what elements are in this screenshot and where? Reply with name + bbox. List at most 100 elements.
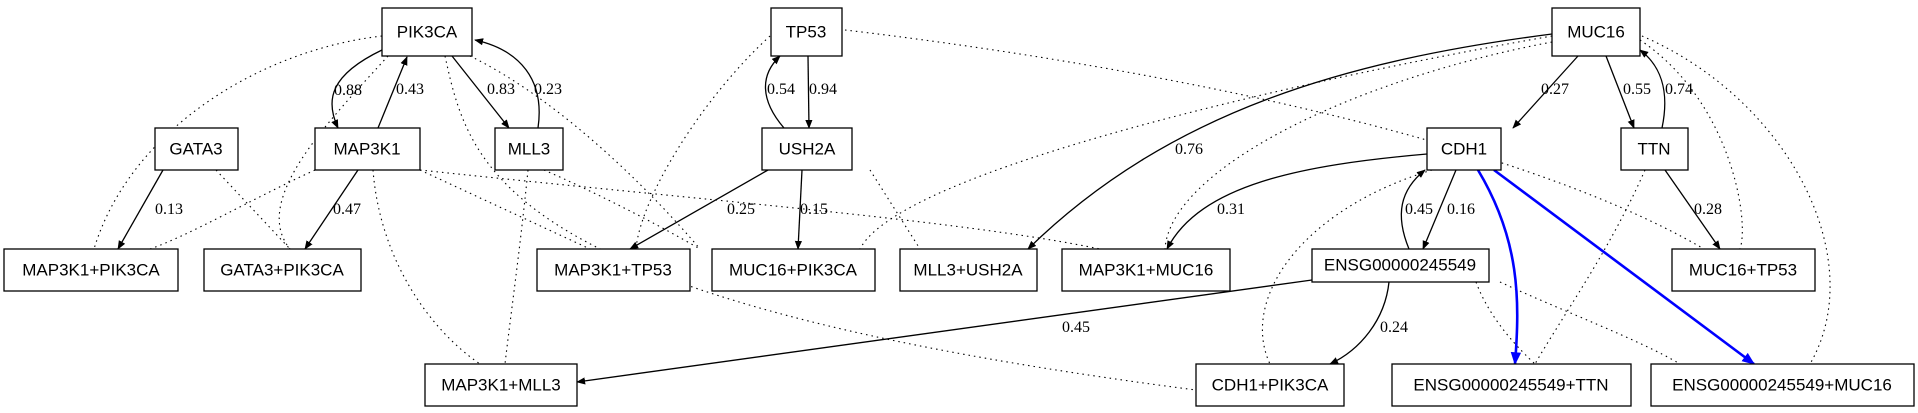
node-mll3-ush2a[interactable]: MLL3+USH2A [899,248,1038,292]
edge-cdh1-ensgttn [1476,169,1522,366]
node-label: MLL3 [508,140,551,159]
node-label: ENSG00000245549+TTN [1413,376,1608,395]
node-label: TTN [1637,140,1670,159]
edge-label: 0.31 [1217,201,1245,218]
edge-label: 0.74 [1665,81,1693,98]
dotted-edge [93,35,383,250]
edge-ush2a-map3k1tp53 [629,169,769,250]
node-muc16-pik3ca[interactable]: MUC16+PIK3CA [711,248,876,292]
dotted-edge [215,169,291,250]
dotted-edge [543,169,701,250]
edge-label: 0.16 [1447,201,1475,218]
dotted-edge [1164,41,1553,250]
node-cdh1[interactable]: CDH1 [1426,127,1502,171]
dotted-edge [1534,169,1646,365]
edge-label: 0.88 [334,82,362,99]
dotted-edge [859,35,1553,250]
edge-pik3ca-mll3 [451,55,510,129]
edge-ush2a-muc16pik3ca [794,169,803,250]
edge-label: 0.76 [1175,141,1203,158]
node-label: MAP3K1+TP53 [554,261,672,280]
edge-label: 0.83 [487,81,515,98]
directed-edges [117,33,1756,385]
node-map3k1-tp53[interactable]: MAP3K1+TP53 [536,248,691,292]
edge-cdh1-map3k1muc16 [1166,153,1428,250]
node-map3k1[interactable]: MAP3K1 [314,127,421,171]
node-map3k1-muc16[interactable]: MAP3K1+MUC16 [1061,248,1231,292]
edge-label: 0.94 [809,81,837,98]
edge-ttn-muc16tp53 [1664,169,1721,250]
node-mll3[interactable]: MLL3 [494,127,564,171]
edge-tp53-ush2a [805,55,813,129]
node-pik3ca[interactable]: PIK3CA [381,7,473,57]
node-label: MUC16+TP53 [1689,261,1797,280]
edge-map3k1-gata3pik3ca [304,169,359,250]
node-map3k1-mll3[interactable]: MAP3K1+MLL3 [424,363,578,407]
edge-cdh1-ensg [1422,169,1457,250]
dotted-edge [278,55,389,250]
dotted-edge [1261,169,1433,365]
edge-mll3-pik3ca [474,38,540,129]
node-label: MAP3K1+PIK3CA [22,261,160,280]
node-ensg-muc16[interactable]: ENSG00000245549+MUC16 [1650,363,1915,407]
dotted-edge [869,169,921,250]
edge-ttn-muc16 [1639,49,1666,129]
edge-label: 0.13 [155,201,183,218]
edge-pik3ca-map3k1 [331,49,383,129]
edge-label: 0.55 [1623,81,1651,98]
edge-labels: 0.88 0.43 0.83 0.23 0.54 0.94 0.27 0.55 … [155,81,1722,336]
node-map3k1-pik3ca[interactable]: MAP3K1+PIK3CA [3,248,179,292]
node-label: MUC16 [1567,23,1625,42]
node-label: GATA3+PIK3CA [220,261,344,280]
dotted-edge [1475,281,1536,365]
edge-ensg-cdh1pik3ca [1329,281,1390,365]
edge-label: 0.15 [800,201,828,218]
node-label: MAP3K1+MUC16 [1079,261,1214,280]
edge-label: 0.45 [1405,201,1433,218]
node-gata3[interactable]: GATA3 [154,127,239,171]
node-label: MUC16+PIK3CA [729,261,858,280]
node-label: ENSG00000245549+MUC16 [1672,376,1892,395]
node-label: GATA3 [169,140,222,159]
edge-label: 0.23 [534,81,562,98]
dotted-edges [93,29,1831,391]
edge-ush2a-tp53 [764,55,785,129]
dotted-edge [844,29,1705,250]
edge-label: 0.43 [396,81,424,98]
dotted-edge [419,169,1101,250]
node-cdh1-pik3ca[interactable]: CDH1+PIK3CA [1195,363,1345,407]
node-ensg[interactable]: ENSG00000245549 [1311,248,1490,283]
node-ush2a[interactable]: USH2A [761,127,853,171]
dotted-edge [504,169,529,365]
node-label: CDH1+PIK3CA [1212,376,1329,395]
node-label: TP53 [786,23,827,42]
edge-label: 0.47 [333,201,361,218]
node-ensg-ttn[interactable]: ENSG00000245549+TTN [1391,363,1632,407]
dotted-edge [444,55,1197,391]
edge-muc16-cdh1 [1512,55,1579,129]
edge-ensg-cdh1 [1400,169,1426,250]
node-label: MAP3K1 [333,140,400,159]
node-muc16[interactable]: MUC16 [1551,7,1641,57]
edge-label: 0.45 [1062,319,1090,336]
edge-map3k1-pik3ca [377,56,408,129]
dotted-edge [372,169,481,365]
edge-label: 0.25 [727,201,755,218]
edge-ensg-map3k1mll3 [576,279,1313,385]
edge-muc16-map3k1muc16 [1027,33,1553,250]
edge-label: 0.54 [767,81,795,98]
edge-label: 0.28 [1694,201,1722,218]
node-gata3-pik3ca[interactable]: GATA3+PIK3CA [203,248,362,292]
node-label: MLL3+USH2A [913,261,1023,280]
node-muc16-tp53[interactable]: MUC16+TP53 [1671,248,1816,292]
node-label: USH2A [779,140,836,159]
edge-gata3-map3k1pik3ca [117,169,164,250]
edge-label: 0.27 [1541,81,1569,98]
edge-label: 0.24 [1380,319,1408,336]
dotted-edge [469,55,701,250]
dotted-edge [1499,281,1681,365]
node-tp53[interactable]: TP53 [770,7,843,57]
node-ttn[interactable]: TTN [1620,127,1689,171]
dotted-edge [419,169,591,250]
